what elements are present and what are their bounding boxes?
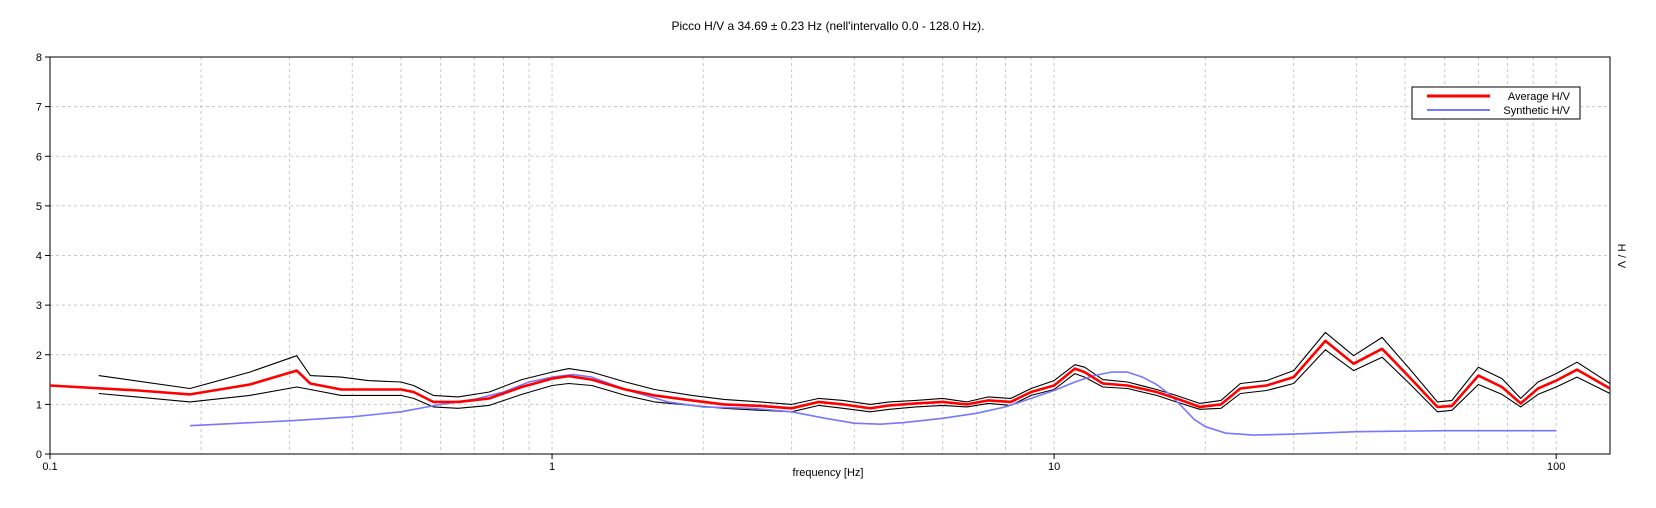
x-tick-label: 1 bbox=[549, 461, 555, 473]
y-tick-label: 4 bbox=[36, 251, 42, 263]
grid-lines bbox=[50, 57, 1610, 454]
y-tick-label: 6 bbox=[36, 151, 42, 163]
legend: Average H/V Synthetic H/V bbox=[1411, 86, 1581, 120]
x-tick-label: 10 bbox=[1048, 461, 1060, 473]
axis-ticks: 0.1 1 10 100 0 1 2 3 4 5 6 7 8 bbox=[36, 52, 1565, 473]
chart-title: Picco H/V a 34.69 ± 0.23 Hz (nell'interv… bbox=[671, 19, 984, 33]
legend-label: Synthetic H/V bbox=[1503, 105, 1570, 117]
x-tick-label: 0.1 bbox=[42, 461, 57, 473]
series-envelope bbox=[98, 331, 1610, 405]
y-tick-label: 0 bbox=[36, 449, 42, 461]
y-tick-label: 5 bbox=[36, 201, 42, 213]
series-envelope bbox=[98, 349, 1610, 413]
y-axis-label: H / V bbox=[1615, 244, 1627, 269]
series-lines bbox=[50, 331, 1610, 436]
series-average-hv bbox=[50, 339, 1610, 410]
y-tick-label: 8 bbox=[36, 52, 42, 64]
legend-box bbox=[1411, 86, 1581, 120]
x-tick-label: 100 bbox=[1547, 461, 1565, 473]
y-tick-label: 3 bbox=[36, 300, 42, 312]
legend-label: Average H/V bbox=[1508, 91, 1571, 103]
y-tick-label: 7 bbox=[36, 102, 42, 114]
series-synthetic-hv bbox=[189, 371, 1557, 436]
y-tick-label: 2 bbox=[36, 350, 42, 362]
x-axis-label: frequency [Hz] bbox=[793, 467, 864, 479]
y-tick-label: 1 bbox=[36, 399, 42, 411]
